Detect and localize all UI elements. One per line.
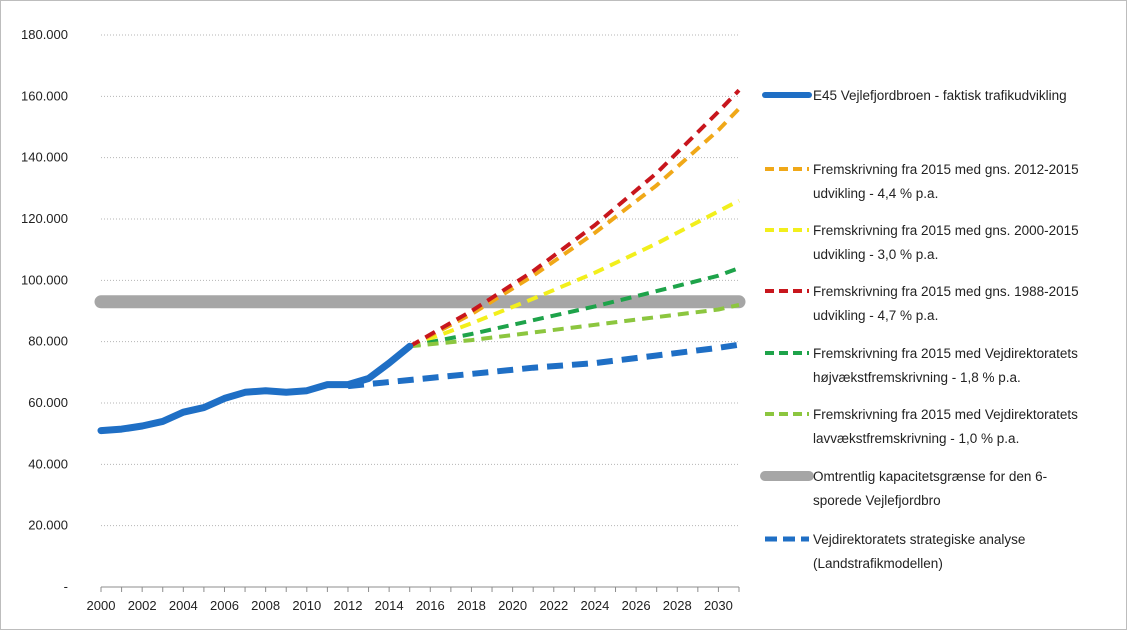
legend-actual: E45 Vejlefjordbroen - faktisk trafikudvi… xyxy=(762,88,1067,103)
projection-2000-2015-line xyxy=(409,198,740,349)
legend-strategic: Vejdirektoratets strategiske analyse (Lan… xyxy=(765,532,1025,571)
projection-1988-2015-line xyxy=(408,88,741,349)
x-tick-label: 2014 xyxy=(375,598,404,613)
legend-1988-2015: Fremskrivning fra 2015 med gns. 1988-201… xyxy=(765,284,1079,323)
x-tick-label: 2028 xyxy=(663,598,692,613)
x-tick-label: 2006 xyxy=(210,598,239,613)
x-tick-label: 2012 xyxy=(334,598,363,613)
legend-label-line1: E45 Vejlefjordbroen - faktisk trafikudvi… xyxy=(813,88,1067,103)
actual-traffic-line xyxy=(97,342,414,435)
legend-label-line2: sporede Vejlefjordbro xyxy=(813,493,941,508)
legend-label-line1: Fremskrivning fra 2015 med gns. 2012-201… xyxy=(813,162,1079,177)
legend-2000-2015: Fremskrivning fra 2015 med gns. 2000-201… xyxy=(765,223,1079,262)
x-tick-label: 2018 xyxy=(457,598,486,613)
y-tick-label: 80.000 xyxy=(28,334,68,349)
x-tick-label: 2002 xyxy=(128,598,157,613)
y-tick-label: 160.000 xyxy=(21,88,68,103)
x-tick-label: 2010 xyxy=(292,598,321,613)
legend: E45 Vejlefjordbroen - faktisk trafikudvi… xyxy=(760,88,1079,571)
legend-label-line1: Omtrentlig kapacitetsgrænse for den 6- xyxy=(813,469,1047,484)
legend-label-line2: (Landstrafikmodellen) xyxy=(813,556,943,571)
y-tick-label: 100.000 xyxy=(21,272,68,287)
x-tick-label: 2030 xyxy=(704,598,733,613)
high-growth-projection-line xyxy=(409,266,740,349)
y-tick-label: 120.000 xyxy=(21,211,68,226)
projection-2012-2015-line xyxy=(408,107,741,349)
y-tick-label: 140.000 xyxy=(21,150,68,165)
legend-label-line2: udvikling - 4,7 % p.a. xyxy=(813,308,938,323)
legend-label-line2: udvikling - 3,0 % p.a. xyxy=(813,247,938,262)
legend-label-line2: højvækstfremskrivning - 1,8 % p.a. xyxy=(813,370,1021,385)
x-tick-label: 2016 xyxy=(416,598,445,613)
legend-capacity: Omtrentlig kapacitetsgrænse for den 6- sp… xyxy=(760,469,1047,508)
legend-label-line2: udvikling - 4,4 % p.a. xyxy=(813,186,938,201)
legend-label-line1: Fremskrivning fra 2015 med gns. 2000-201… xyxy=(813,223,1079,238)
legend-label-line1: Vejdirektoratets strategiske analyse xyxy=(813,532,1025,547)
x-tick-label: 2026 xyxy=(622,598,651,613)
x-tick-label: 2000 xyxy=(87,598,116,613)
legend-2012-2015: Fremskrivning fra 2015 med gns. 2012-201… xyxy=(765,162,1079,201)
low-growth-projection-line xyxy=(409,302,740,349)
legend-label-line1: Fremskrivning fra 2015 med Vejdirektorat… xyxy=(813,407,1078,422)
y-tick-label: 20.000 xyxy=(28,518,68,533)
legend-label-line2: lavvækstfremskrivning - 1,0 % p.a. xyxy=(813,431,1019,446)
x-tick-label: 2020 xyxy=(498,598,527,613)
y-tick-label: - xyxy=(64,579,68,594)
gridlines xyxy=(101,34,739,527)
legend-label-line1: Fremskrivning fra 2015 med gns. 1988-201… xyxy=(813,284,1079,299)
x-tick-label: 2024 xyxy=(580,598,609,613)
y-tick-label: 180.000 xyxy=(21,27,68,42)
x-tick-label: 2008 xyxy=(251,598,280,613)
x-tick-label: 2004 xyxy=(169,598,198,613)
strategic-analysis-line xyxy=(347,341,740,390)
x-tick-label: 2022 xyxy=(539,598,568,613)
y-tick-label: 40.000 xyxy=(28,456,68,471)
legend-high-growth: Fremskrivning fra 2015 med Vejdirektorat… xyxy=(765,346,1078,385)
y-tick-label: 60.000 xyxy=(28,395,68,410)
series-lines xyxy=(94,88,746,435)
legend-low-growth: Fremskrivning fra 2015 med Vejdirektorat… xyxy=(765,407,1078,446)
legend-label-line1: Fremskrivning fra 2015 med Vejdirektorat… xyxy=(813,346,1078,361)
axes: - 20.000 40.000 60.000 80.000 100.000 120.000 1… xyxy=(21,27,740,613)
